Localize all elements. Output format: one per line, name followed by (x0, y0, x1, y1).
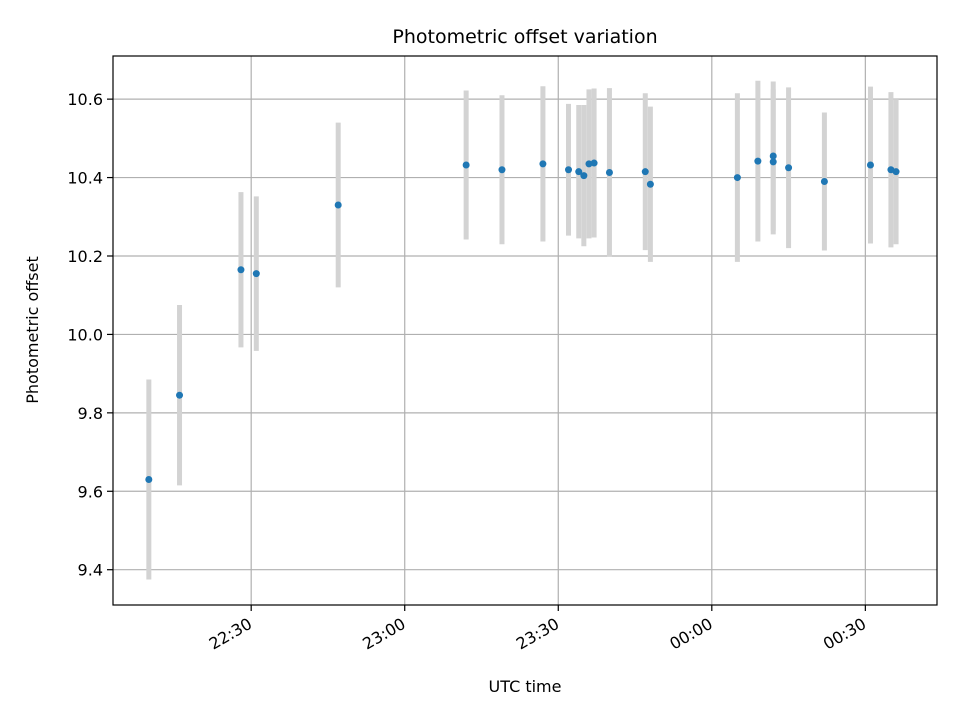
x-axis-title: UTC time (489, 677, 562, 696)
data-point (754, 157, 762, 165)
y-tick-label: 10.6 (67, 90, 103, 109)
y-tick-label: 10.0 (67, 325, 103, 344)
data-point (785, 164, 793, 172)
data-point (539, 160, 547, 168)
data-point (237, 266, 245, 274)
data-point (733, 174, 741, 182)
data-point (892, 168, 900, 176)
y-tick-label: 9.6 (78, 482, 103, 501)
y-axis-title: Photometric offset (23, 256, 42, 404)
data-point (769, 152, 777, 160)
plot-area (113, 56, 937, 605)
data-point (145, 476, 153, 484)
grid (113, 56, 937, 605)
data-point (641, 168, 649, 176)
y-tick-label: 9.4 (78, 561, 103, 580)
data-point (646, 180, 654, 188)
data-point (498, 166, 506, 174)
y-tick-label: 10.2 (67, 247, 103, 266)
data-point (605, 168, 613, 176)
y-tick-label: 10.4 (67, 169, 103, 188)
data-point (565, 166, 573, 174)
chart-title: Photometric offset variation (392, 26, 657, 48)
data-point (769, 158, 777, 166)
plot-frame (112, 55, 938, 606)
data-point (462, 161, 470, 169)
data-point (575, 168, 583, 176)
data-point (252, 270, 260, 278)
data-point (334, 201, 342, 209)
data-point (580, 172, 588, 180)
data-point (590, 159, 598, 167)
data-point (585, 160, 593, 168)
data-point (866, 161, 874, 169)
data-points (145, 152, 900, 484)
y-tick-label: 9.8 (78, 404, 103, 423)
data-point (820, 177, 828, 185)
data-point (176, 391, 184, 399)
